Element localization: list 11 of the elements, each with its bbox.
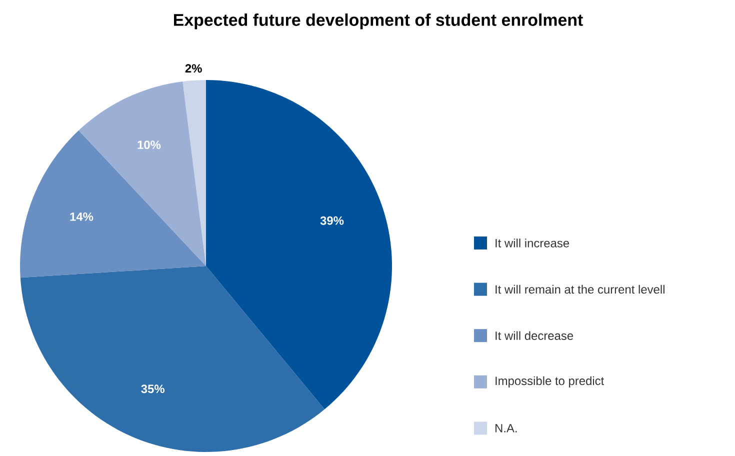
legend-label: It will remain at the current levell: [496, 284, 664, 294]
legend-label: N.A.: [496, 424, 517, 432]
legend-label: Impossible to predict: [496, 376, 604, 388]
data-label: 14%: [70, 212, 94, 221]
legend-label: It will increase: [496, 238, 570, 248]
chart-title: Expected future development of student enrolment: [174, 14, 583, 30]
data-label: 35%: [141, 384, 164, 394]
data-label: 2%: [185, 64, 202, 73]
data-label: 39%: [320, 216, 344, 225]
legend-label: It will decrease: [496, 331, 574, 340]
data-label: 10%: [138, 140, 161, 150]
